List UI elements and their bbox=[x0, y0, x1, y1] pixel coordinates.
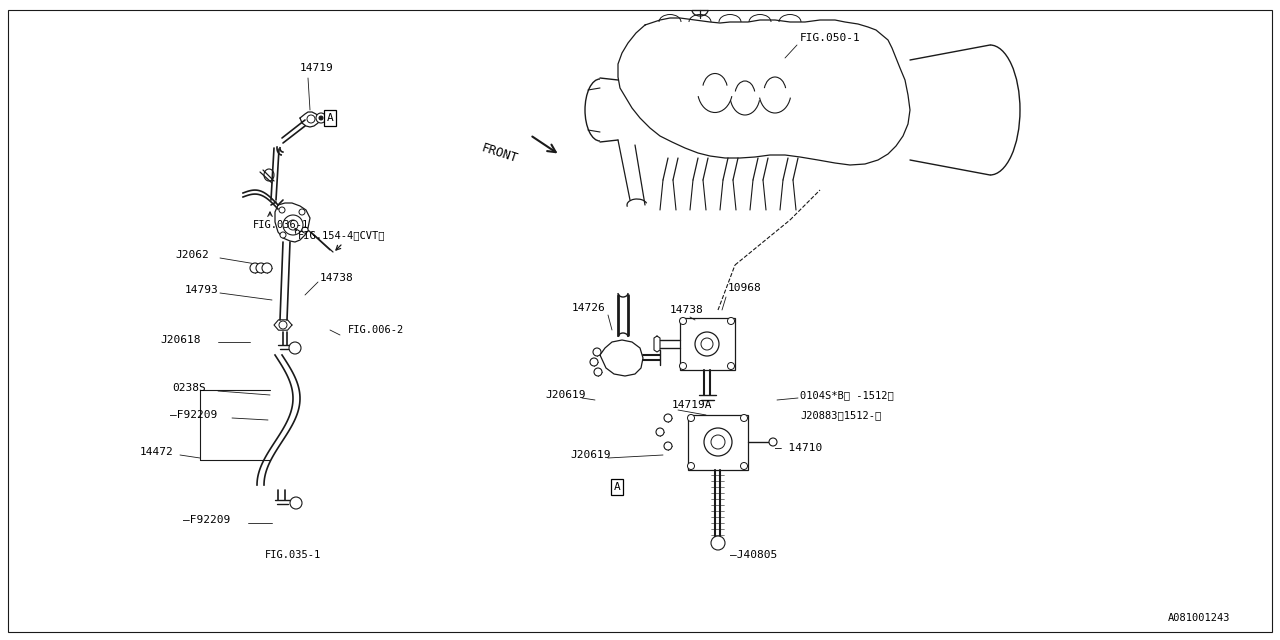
Text: FIG.036-1: FIG.036-1 bbox=[253, 220, 310, 230]
Text: J2062: J2062 bbox=[175, 250, 209, 260]
Text: J20618: J20618 bbox=[160, 335, 201, 345]
Circle shape bbox=[710, 536, 724, 550]
Text: 10968: 10968 bbox=[728, 283, 762, 293]
Text: 0238S: 0238S bbox=[172, 383, 206, 393]
Text: 14719: 14719 bbox=[300, 63, 334, 73]
Text: FRONT: FRONT bbox=[480, 142, 520, 166]
Circle shape bbox=[279, 207, 285, 213]
Circle shape bbox=[680, 317, 686, 324]
Circle shape bbox=[307, 115, 315, 123]
Circle shape bbox=[701, 338, 713, 350]
Circle shape bbox=[657, 428, 664, 436]
Circle shape bbox=[727, 362, 735, 369]
Text: 14719A: 14719A bbox=[672, 400, 713, 410]
Circle shape bbox=[302, 227, 308, 233]
Circle shape bbox=[769, 438, 777, 446]
Text: FIG.154-4〈CVT〉: FIG.154-4〈CVT〉 bbox=[298, 230, 385, 240]
Text: FIG.050-1: FIG.050-1 bbox=[800, 33, 860, 43]
Text: 0104S*B〈 -1512〉: 0104S*B〈 -1512〉 bbox=[800, 390, 893, 400]
Text: J20619: J20619 bbox=[570, 450, 611, 460]
Text: 14793: 14793 bbox=[186, 285, 219, 295]
Text: J20883〈1512-〉: J20883〈1512-〉 bbox=[800, 410, 881, 420]
Text: 14726: 14726 bbox=[572, 303, 605, 313]
Text: 14738: 14738 bbox=[320, 273, 353, 283]
Text: 14472: 14472 bbox=[140, 447, 174, 457]
Circle shape bbox=[594, 368, 602, 376]
FancyBboxPatch shape bbox=[689, 415, 748, 470]
Circle shape bbox=[704, 428, 732, 456]
Text: FIG.006-2: FIG.006-2 bbox=[348, 325, 404, 335]
Circle shape bbox=[283, 215, 303, 235]
Circle shape bbox=[288, 220, 298, 230]
Circle shape bbox=[680, 362, 686, 369]
Circle shape bbox=[687, 415, 695, 422]
Text: A: A bbox=[613, 482, 621, 492]
Circle shape bbox=[291, 497, 302, 509]
Text: FIG.035-1: FIG.035-1 bbox=[265, 550, 321, 560]
Text: —F92209: —F92209 bbox=[170, 410, 218, 420]
Circle shape bbox=[710, 435, 724, 449]
Circle shape bbox=[279, 321, 287, 329]
Circle shape bbox=[280, 232, 285, 238]
Text: —F92209: —F92209 bbox=[183, 515, 230, 525]
Circle shape bbox=[590, 358, 598, 366]
Circle shape bbox=[593, 348, 602, 356]
Text: 14738: 14738 bbox=[669, 305, 704, 315]
Circle shape bbox=[316, 113, 326, 123]
Circle shape bbox=[300, 209, 305, 215]
Circle shape bbox=[289, 342, 301, 354]
Text: — 14710: — 14710 bbox=[774, 443, 822, 453]
Circle shape bbox=[256, 263, 266, 273]
Text: A: A bbox=[326, 113, 333, 123]
Circle shape bbox=[262, 263, 273, 273]
Circle shape bbox=[741, 415, 748, 422]
Circle shape bbox=[695, 332, 719, 356]
Circle shape bbox=[664, 442, 672, 450]
Text: A081001243: A081001243 bbox=[1167, 613, 1230, 623]
Circle shape bbox=[741, 463, 748, 470]
Text: J20619: J20619 bbox=[545, 390, 585, 400]
Circle shape bbox=[727, 317, 735, 324]
Circle shape bbox=[687, 463, 695, 470]
Circle shape bbox=[250, 263, 260, 273]
FancyBboxPatch shape bbox=[680, 318, 735, 370]
Text: —J40805: —J40805 bbox=[730, 550, 777, 560]
Circle shape bbox=[664, 414, 672, 422]
Circle shape bbox=[319, 116, 323, 120]
